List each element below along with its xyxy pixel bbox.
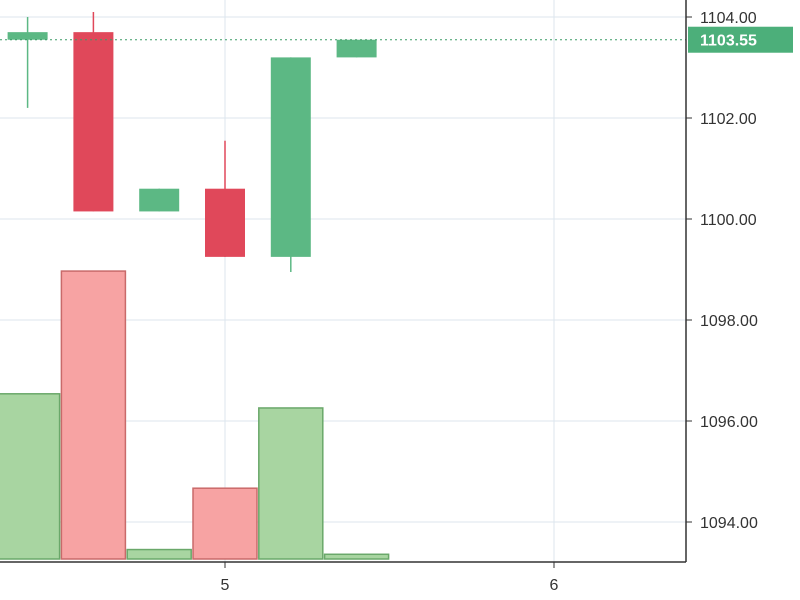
- y-tick-label: 1100.00: [700, 212, 757, 229]
- volume-bars: [0, 270, 390, 560]
- candle-body: [336, 39, 377, 58]
- volume-bar: [323, 553, 390, 560]
- y-tick-label: 1098.00: [700, 313, 758, 330]
- candle-body: [73, 32, 114, 212]
- y-tick-label: 1094.00: [700, 515, 758, 532]
- candle-body: [7, 32, 48, 40]
- volume-bar: [258, 407, 324, 560]
- candle-body: [139, 188, 180, 212]
- y-tick-label: 1104.00: [700, 10, 757, 27]
- x-tick-label: 5: [221, 577, 230, 594]
- last-price-label: 1103.55: [700, 33, 757, 50]
- volume-bar: [0, 393, 61, 560]
- volume-bar: [192, 487, 258, 560]
- y-tick-label: 1102.00: [700, 111, 757, 128]
- x-tick-label: 6: [550, 577, 559, 594]
- candle-body: [270, 57, 311, 257]
- last-price-badge: [688, 26, 793, 53]
- y-tick-label: 1096.00: [700, 414, 758, 431]
- candle-body: [205, 188, 245, 257]
- volume-bar: [60, 270, 127, 560]
- candles: [7, 11, 377, 273]
- volume-bar: [126, 548, 192, 560]
